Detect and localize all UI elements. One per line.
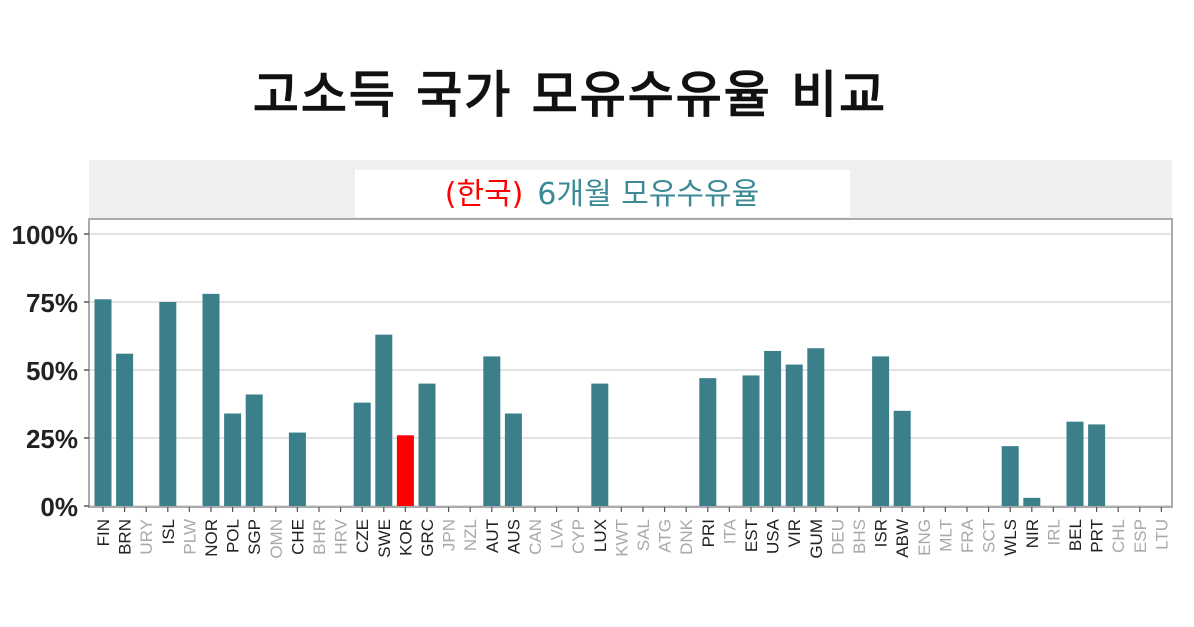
- strip-label: (한국) 6개월 모유수유율: [445, 177, 759, 212]
- bar-bel: [1066, 421, 1084, 506]
- bar-aus: [504, 413, 522, 506]
- x-tick-label: ISR: [872, 519, 891, 547]
- y-tick-label: 25%: [26, 424, 78, 454]
- x-tick-label: EST: [742, 519, 761, 552]
- bar-cze: [353, 402, 371, 506]
- x-tick-label: DEU: [828, 519, 847, 555]
- x-tick-label: ISL: [159, 519, 178, 545]
- bar-che: [288, 432, 306, 506]
- bar-gum: [807, 348, 825, 506]
- x-tick-label: HRV: [332, 518, 351, 554]
- x-tick-label: VIR: [785, 519, 804, 547]
- strip-label-main: 6개월 모유수유율: [537, 177, 759, 212]
- x-tick-label: PLW: [180, 519, 199, 555]
- bar-swe: [375, 334, 393, 506]
- y-tick-label: 0%: [40, 492, 78, 522]
- x-tick-label: AUS: [504, 519, 523, 554]
- x-tick-label: IRL: [1044, 519, 1063, 545]
- y-tick-label: 75%: [26, 288, 78, 318]
- y-tick-label: 50%: [26, 356, 78, 386]
- bar-pol: [224, 413, 242, 506]
- x-tick-label: KWT: [612, 519, 631, 557]
- x-tick-label: GRC: [418, 519, 437, 557]
- plot-panel-border: [88, 218, 1173, 508]
- bar-nir: [1023, 497, 1041, 506]
- x-tick-label: ITA: [720, 518, 739, 544]
- x-tick-label: FIN: [94, 519, 113, 546]
- x-tick-label: MLT: [936, 519, 955, 552]
- x-tick-label: SCT: [980, 519, 999, 553]
- x-tick-label: CHL: [1109, 519, 1128, 553]
- bar-nor: [202, 293, 220, 506]
- bar-pri: [699, 378, 717, 506]
- bar-vir: [785, 364, 803, 506]
- x-tick-label: ENG: [915, 519, 934, 556]
- bar-brn: [116, 353, 134, 506]
- bar-aut: [483, 356, 501, 506]
- x-tick-label: USA: [764, 518, 783, 554]
- x-tick-label: BHR: [310, 519, 329, 555]
- bar-usa: [764, 350, 782, 506]
- bar-abw: [893, 410, 911, 506]
- x-tick-label: GUM: [807, 519, 826, 559]
- bar-isl: [159, 302, 177, 506]
- y-tick-label: 100%: [12, 220, 79, 250]
- bars: [94, 293, 1106, 506]
- x-tick-label: LTU: [1152, 519, 1171, 550]
- x-tick-label: CYP: [569, 519, 588, 554]
- x-tick-label: JPN: [440, 519, 459, 551]
- x-tick-label: NZL: [461, 519, 480, 551]
- bar-lux: [591, 383, 609, 506]
- bar-prt: [1088, 424, 1106, 506]
- x-tick-label: SAL: [634, 519, 653, 551]
- x-tick-label: DNK: [677, 518, 696, 555]
- x-tick-label: CZE: [353, 519, 372, 553]
- x-tick-label: WLS: [1001, 519, 1020, 556]
- x-tick-label: CAN: [526, 519, 545, 555]
- x-tick-label: NIR: [1023, 519, 1042, 548]
- bar-est: [742, 375, 760, 506]
- x-tick-label: LUX: [591, 519, 610, 552]
- bar-kor: [396, 435, 414, 506]
- x-tick-label: NOR: [202, 519, 221, 557]
- x-tick-label: PRT: [1088, 519, 1107, 553]
- x-tick-label: BEL: [1066, 519, 1085, 551]
- x-tick-label: ESP: [1131, 519, 1150, 553]
- x-tick-label: ATG: [656, 519, 675, 553]
- page-title: 고소득 국가 모유수유율 비교: [252, 66, 888, 124]
- x-tick-label: KOR: [396, 519, 415, 556]
- x-tick-label: BHS: [850, 519, 869, 554]
- x-tick-label: OMN: [267, 519, 286, 559]
- x-tick-label: URY: [137, 519, 156, 555]
- bar-sgp: [245, 394, 263, 506]
- x-tick-label: AUT: [483, 519, 502, 553]
- x-tick-label: BRN: [116, 519, 135, 555]
- bar-wls: [1001, 446, 1019, 506]
- bar-isr: [872, 356, 890, 506]
- x-tick-label: PRI: [699, 519, 718, 547]
- x-tick-label: LVA: [548, 518, 567, 548]
- y-axis: 0% 25% 50% 75% 100%: [12, 220, 89, 522]
- x-tick-label: ABW: [893, 519, 912, 558]
- x-tick-label: SWE: [375, 519, 394, 558]
- x-tick-label: CHE: [288, 519, 307, 555]
- bar-grc: [418, 383, 436, 506]
- x-tick-label: FRA: [958, 518, 977, 553]
- strip-label-prefix: (한국): [445, 177, 524, 212]
- bar-fin: [94, 299, 112, 506]
- x-tick-label: SGP: [245, 519, 264, 555]
- x-axis: FIN BRN URY ISL PLW NOR POL SGP OMN CHE BHR HRV CZE S…: [94, 507, 1171, 559]
- x-tick-label: POL: [224, 519, 243, 553]
- strip-label-box: [355, 170, 850, 217]
